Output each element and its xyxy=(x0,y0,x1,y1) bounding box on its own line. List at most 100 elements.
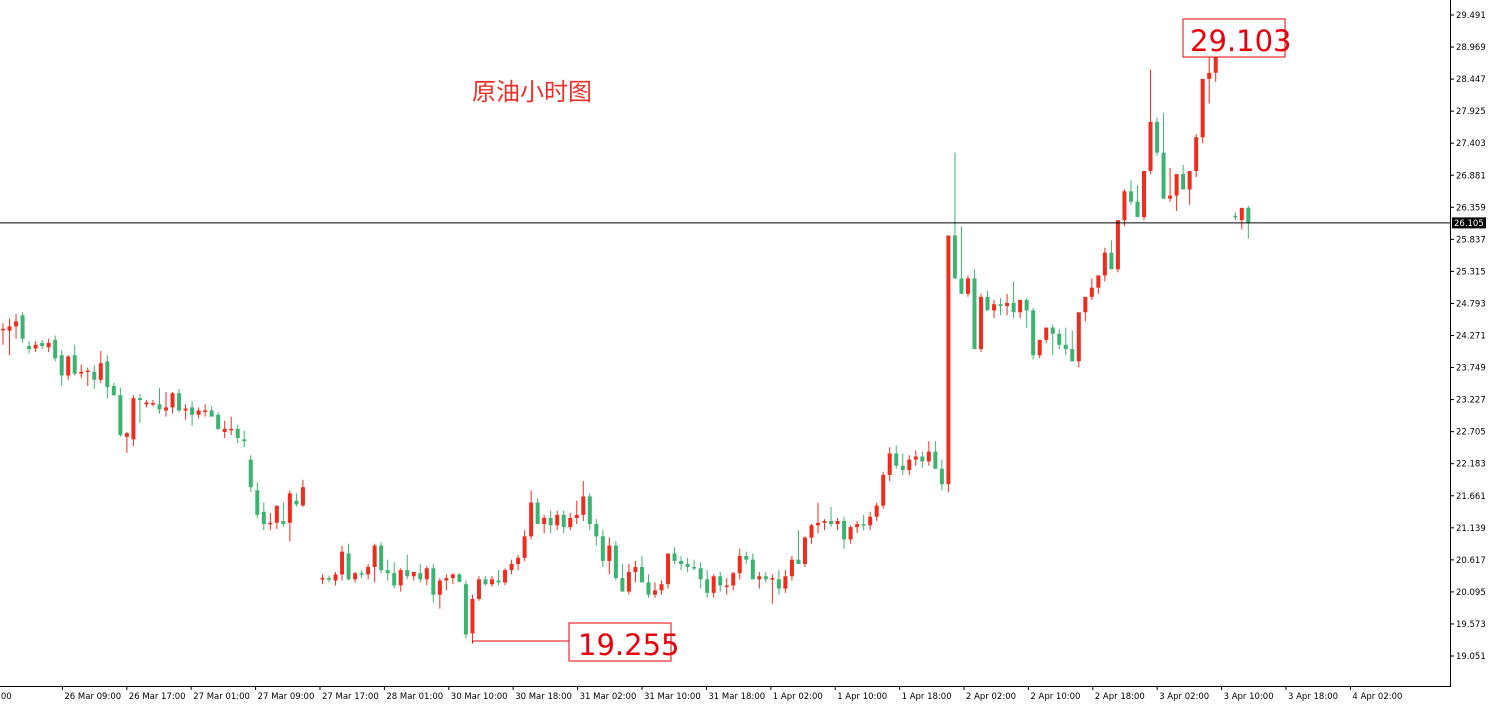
candles-group xyxy=(1,38,1251,644)
x-axis-ticks: :00 26 Mar 09:00 26 Mar 17:00 27 Mar 01:00 2… xyxy=(0,686,1402,702)
candle-body xyxy=(255,490,260,515)
candle-body xyxy=(1174,174,1179,196)
candle-body xyxy=(229,428,234,431)
y-tick-label: 28.447 xyxy=(1456,75,1486,85)
candle-body xyxy=(7,326,12,331)
candle-body xyxy=(913,456,918,460)
candle-body xyxy=(294,500,299,505)
candle-body xyxy=(274,505,279,523)
y-tick-label: 26.881 xyxy=(1456,171,1486,181)
candle-body xyxy=(353,573,358,580)
candle-body xyxy=(124,433,129,437)
x-tick-label: 27 Mar 01:00 xyxy=(193,692,250,702)
candle-body xyxy=(424,568,429,580)
current-price-tag-label: 26.105 xyxy=(1454,219,1484,229)
candle-body xyxy=(816,522,820,526)
candle-body xyxy=(959,278,964,294)
candle-body xyxy=(933,451,938,469)
candle-body xyxy=(1011,303,1016,313)
candle-body xyxy=(411,571,416,577)
x-tick-label: 30 Mar 10:00 xyxy=(451,692,508,702)
candle-body xyxy=(600,536,605,561)
candle-body xyxy=(542,517,547,525)
candle-body xyxy=(59,355,64,376)
candle-body xyxy=(900,465,905,471)
candle-body xyxy=(1083,296,1088,313)
candle-body xyxy=(385,570,390,574)
candle-body xyxy=(581,496,586,515)
candle-body xyxy=(1063,344,1068,350)
candle-body xyxy=(829,520,834,525)
candle-body xyxy=(607,545,612,561)
candle-body xyxy=(744,555,749,560)
x-tick-label: 31 Mar 18:00 xyxy=(708,692,765,702)
candle-body xyxy=(359,573,364,575)
candle-body xyxy=(196,410,201,415)
candle-body xyxy=(770,578,775,580)
y-tick-label: 24.793 xyxy=(1456,299,1486,309)
candle-body xyxy=(698,568,703,580)
x-tick-label: 3 Apr 18:00 xyxy=(1288,692,1338,702)
candle-body xyxy=(85,370,90,373)
candle-body xyxy=(881,474,886,506)
candle-body xyxy=(509,563,514,571)
candle-body xyxy=(281,520,286,525)
candle-body xyxy=(646,582,651,595)
candle-body xyxy=(626,571,631,592)
candle-body xyxy=(431,568,436,595)
candle-body xyxy=(1233,215,1238,218)
candle-body xyxy=(1031,310,1036,356)
candle-body xyxy=(183,408,188,411)
candle-body xyxy=(783,576,788,589)
chart-title: 原油小时图 xyxy=(472,78,592,106)
x-tick-label: 2 Apr 02:00 xyxy=(966,692,1016,702)
candle-body xyxy=(216,414,221,429)
candle-body xyxy=(300,487,305,506)
candle-body xyxy=(1024,299,1029,311)
candle-body xyxy=(340,551,345,575)
candle-body xyxy=(418,573,423,580)
candle-body xyxy=(633,567,638,572)
candle-body xyxy=(327,578,331,580)
candle-body xyxy=(1089,287,1094,297)
candle-body xyxy=(907,459,912,471)
y-tick-label: 28.969 xyxy=(1456,43,1486,53)
candle-body xyxy=(242,439,247,442)
x-tick-label: 3 Apr 02:00 xyxy=(1159,692,1209,702)
y-tick-label: 26.359 xyxy=(1456,203,1486,213)
candle-body xyxy=(366,567,371,575)
candle-body xyxy=(522,536,527,558)
candle-body xyxy=(1128,191,1133,202)
y-tick-label: 20.617 xyxy=(1456,556,1486,566)
candle-body xyxy=(1005,303,1010,307)
candle-body xyxy=(1135,201,1140,218)
x-tick-label: 1 Apr 10:00 xyxy=(837,692,887,702)
candle-body xyxy=(1246,207,1251,224)
candle-body xyxy=(1122,191,1127,221)
y-tick-label: 23.749 xyxy=(1456,364,1486,374)
candle-body xyxy=(490,579,494,585)
candle-body xyxy=(1076,312,1081,362)
candle-body xyxy=(177,393,182,411)
candle-body xyxy=(789,559,794,577)
high-callout-label: 29.103 xyxy=(1190,24,1291,58)
candle-body xyxy=(1239,207,1244,221)
candle-body xyxy=(170,393,175,408)
candle-body xyxy=(1018,299,1023,313)
y-tick-label: 24.271 xyxy=(1456,332,1486,342)
candle-body xyxy=(496,580,501,583)
candle-body xyxy=(144,402,149,405)
candle-body xyxy=(1057,333,1062,345)
candle-body xyxy=(894,453,899,466)
x-tick-label: 4 Apr 02:00 xyxy=(1352,692,1402,702)
candle-body xyxy=(98,363,103,380)
candle-body xyxy=(998,304,1003,307)
candle-body xyxy=(92,371,97,380)
candle-body xyxy=(444,578,449,581)
candle-body xyxy=(1213,48,1218,73)
candle-body xyxy=(1109,252,1114,270)
candle-body xyxy=(333,574,338,581)
candle-body xyxy=(757,576,762,580)
candle-body xyxy=(72,355,77,374)
candle-body xyxy=(685,563,690,568)
